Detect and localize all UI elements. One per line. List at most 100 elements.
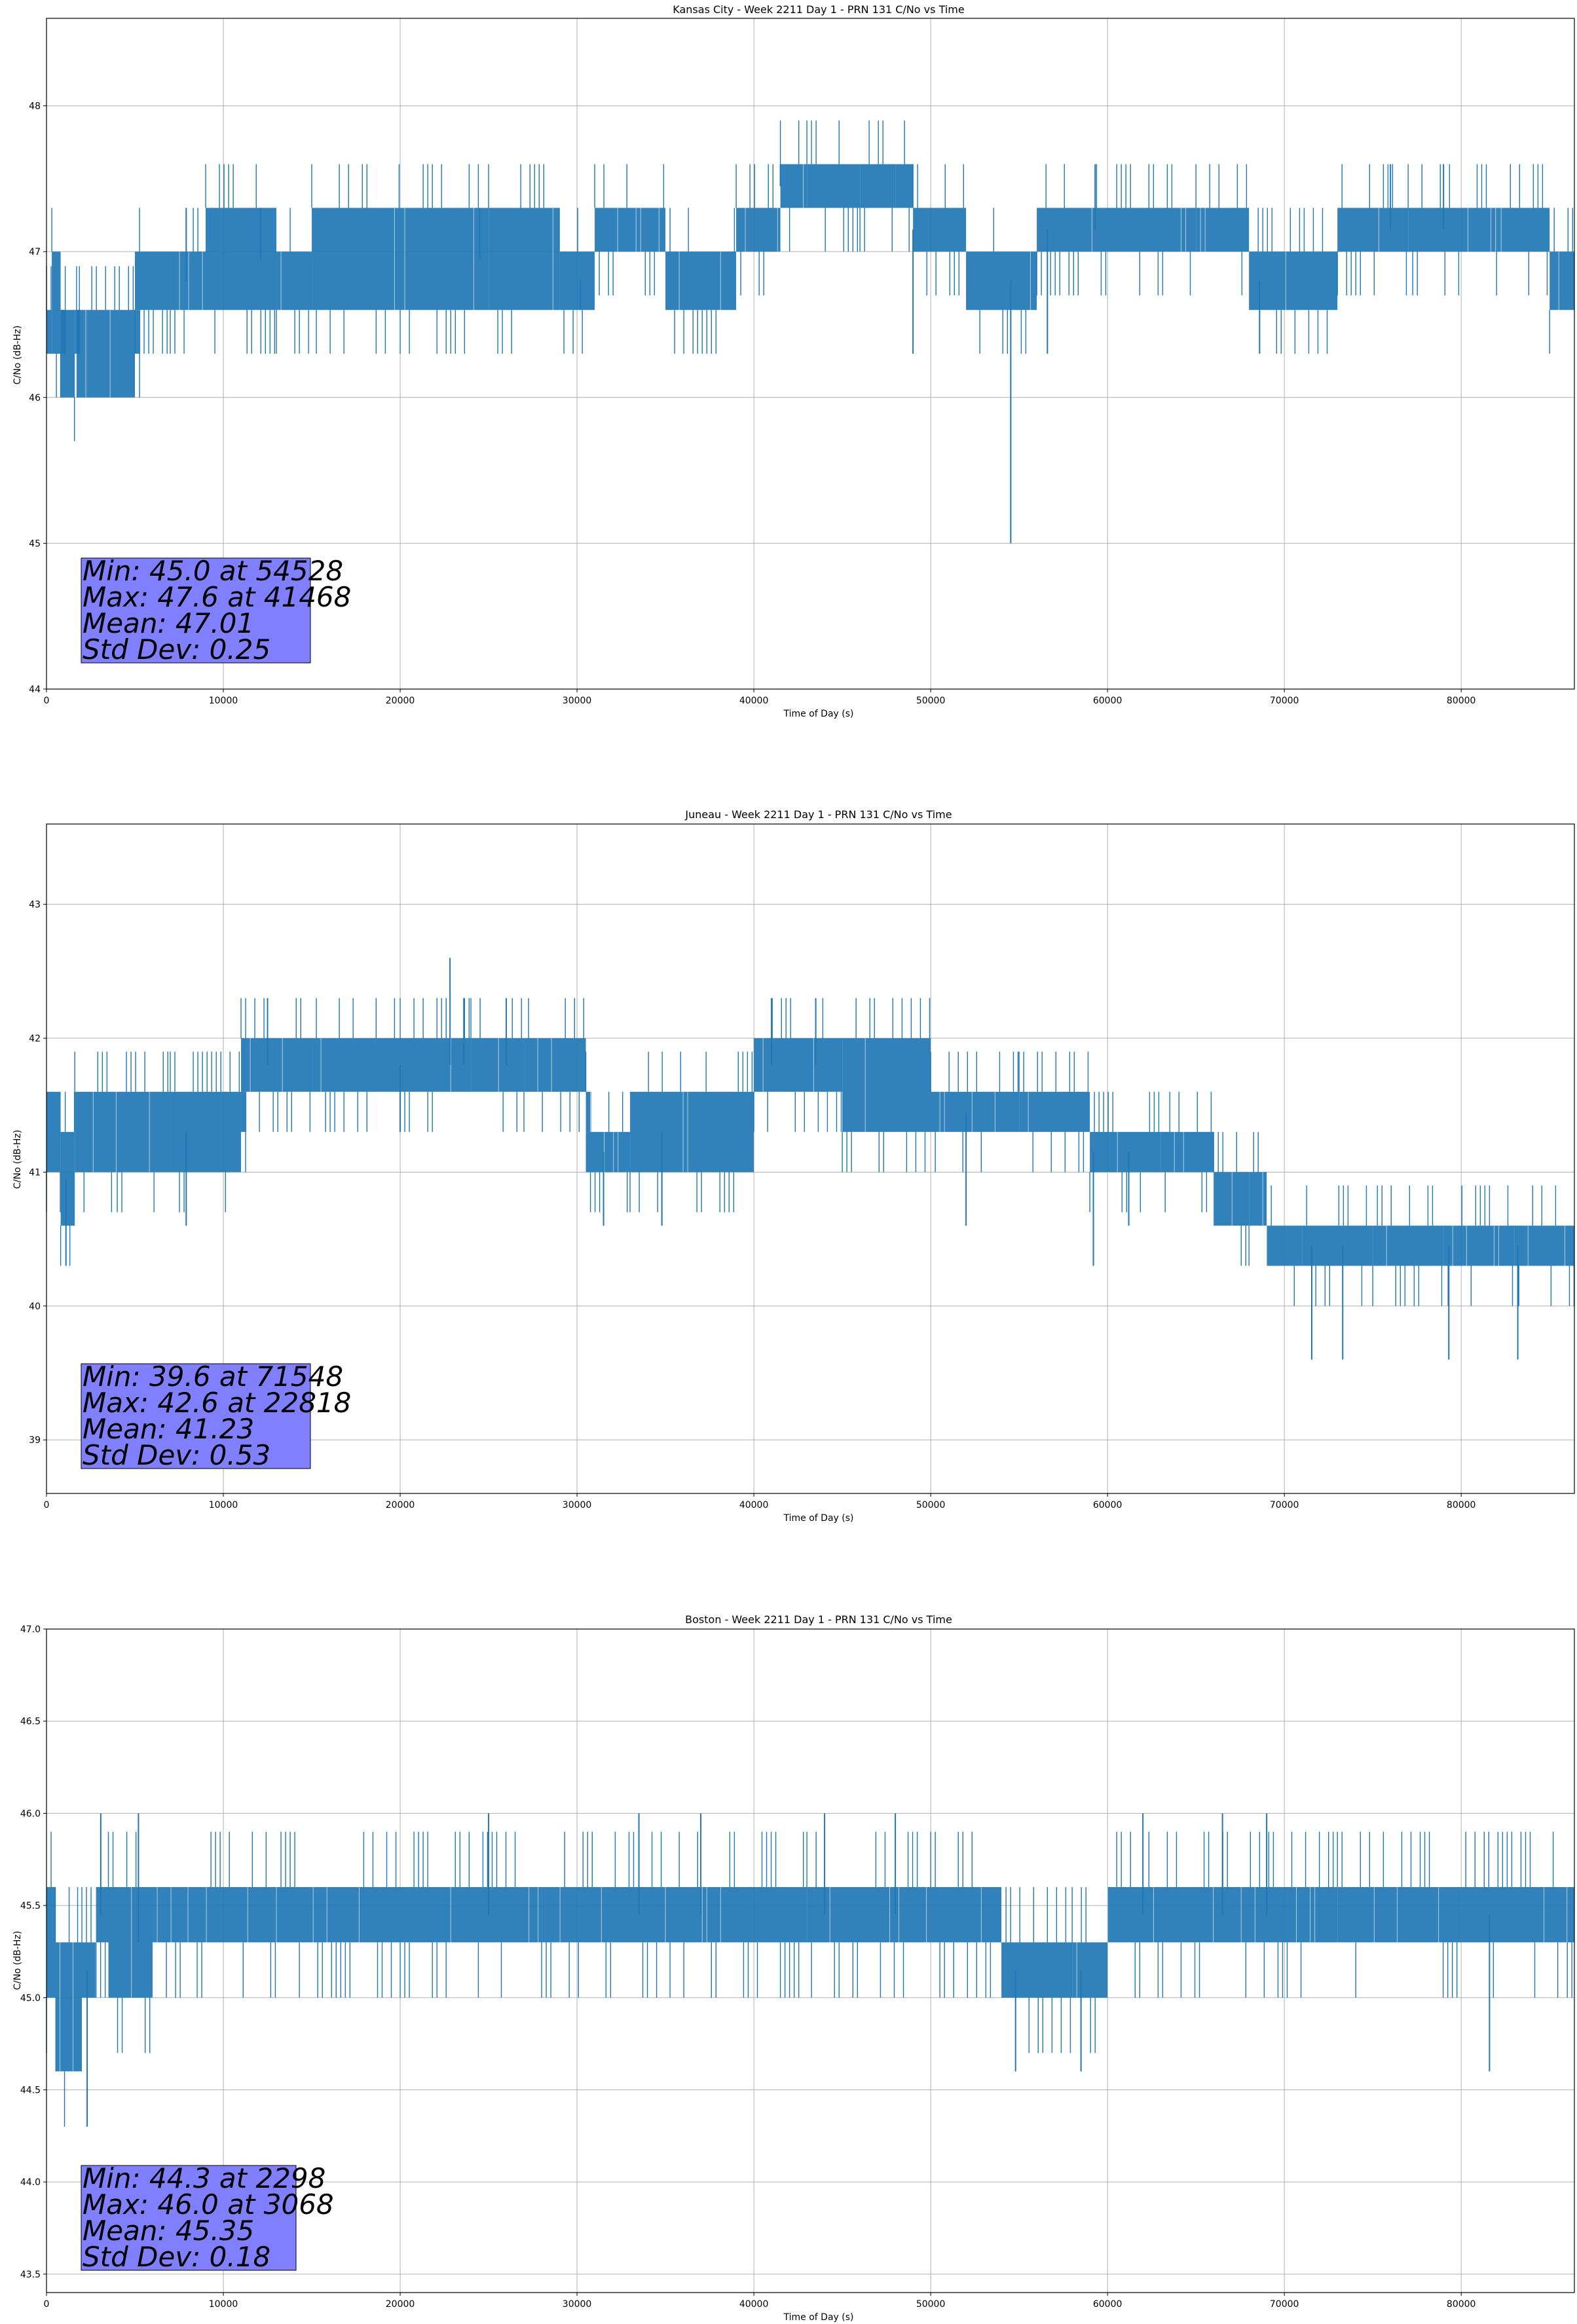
stats-box: Min: 45.0 at 54528 Max: 47.6 at 41468 Me… xyxy=(81,555,351,665)
series-band xyxy=(241,1091,247,1133)
series-band xyxy=(683,1091,754,1172)
y-tick-label: 42 xyxy=(29,1034,41,1044)
y-tick-label: 44.5 xyxy=(20,2085,41,2095)
axes-frame xyxy=(46,823,1575,1494)
series-band xyxy=(1107,208,1197,252)
x-tick-label: 20000 xyxy=(386,2299,415,2310)
series-band xyxy=(87,310,136,398)
series-band xyxy=(135,252,171,310)
series-band xyxy=(1461,1886,1568,1943)
series-band xyxy=(135,310,141,354)
series-band xyxy=(1249,1172,1267,1226)
series-band xyxy=(55,1942,73,2072)
series-band xyxy=(117,1091,171,1172)
x-tick-label: 50000 xyxy=(916,1500,946,1510)
y-tick-label: 44 xyxy=(29,684,41,695)
series-band xyxy=(1337,208,1409,252)
x-tick-label: 40000 xyxy=(739,1500,769,1510)
series-band xyxy=(1337,1886,1462,1943)
stat-max: Max: 46.0 at 3068 xyxy=(83,2188,334,2221)
series-band xyxy=(1302,1226,1373,1266)
chart-juneau: Juneau - Week 2211 Day 1 - PRN 131 C/No … xyxy=(12,808,1575,1524)
series-band xyxy=(966,252,1037,310)
y-axis-label: C/No (dB-Hz) xyxy=(12,326,23,384)
y-tick-label: 47.0 xyxy=(20,1624,41,1635)
y-axis-label: C/No (dB-Hz) xyxy=(12,1931,23,1990)
series-band xyxy=(1072,1942,1108,1998)
series-band xyxy=(665,1886,807,1943)
series-band xyxy=(665,252,737,310)
axes-frame xyxy=(46,1628,1575,2293)
series-band xyxy=(170,252,206,310)
stat-mean: Mean: 45.35 xyxy=(83,2215,254,2247)
series-band xyxy=(913,208,967,252)
stat-max: Max: 42.6 at 22818 xyxy=(83,1387,351,1419)
series-band xyxy=(312,1038,401,1092)
series-band xyxy=(807,1886,931,1943)
series-band xyxy=(400,208,489,310)
x-tick-label: 70000 xyxy=(1270,2299,1299,2310)
series-band xyxy=(1214,1172,1250,1226)
series-band xyxy=(46,1091,61,1172)
series-band xyxy=(82,1942,96,1998)
series-band xyxy=(400,1038,472,1092)
y-tick-label: 48 xyxy=(29,102,41,112)
stat-min: Min: 45.0 at 54528 xyxy=(83,555,343,587)
series-band xyxy=(860,164,896,208)
stats-box: Min: 39.6 at 71548 Max: 42.6 at 22818 Me… xyxy=(81,1360,351,1471)
plot-area: 0 10000 20000 30000 40000 50000 60000 70000 8000… xyxy=(29,18,1575,706)
x-tick-label: 30000 xyxy=(563,1500,592,1510)
x-tick-label: 30000 xyxy=(563,2299,592,2310)
x-tick-label: 0 xyxy=(44,2299,50,2310)
y-tick-label: 43.5 xyxy=(20,2270,41,2280)
x-axis-label: Time of Day (s) xyxy=(783,1513,854,1524)
series-band xyxy=(754,1038,843,1092)
series-band xyxy=(75,1091,118,1172)
series-band xyxy=(542,1886,666,1943)
stats-background xyxy=(81,1363,311,1469)
series-band xyxy=(780,164,807,208)
stat-mean: Mean: 41.23 xyxy=(83,1413,254,1445)
series-band xyxy=(276,1886,401,1943)
series-band xyxy=(585,1091,591,1133)
series-band xyxy=(807,164,861,208)
plot-area: 0 10000 20000 30000 40000 50000 60000 70000 8000… xyxy=(20,1624,1575,2310)
series-band xyxy=(1019,1091,1090,1133)
y-axis-label: C/No (dB-Hz) xyxy=(12,1130,23,1189)
series-band xyxy=(931,1886,1002,1943)
series-band xyxy=(1214,1886,1338,1943)
series-band xyxy=(736,208,781,252)
series-band xyxy=(60,310,75,398)
series-band xyxy=(312,208,401,310)
x-axis-label: Time of Day (s) xyxy=(783,2312,854,2323)
series-band xyxy=(1001,1942,1073,1998)
stats-background xyxy=(81,2165,297,2271)
series-band xyxy=(153,1886,189,1943)
series-band xyxy=(1196,208,1250,252)
plot-area: 0 10000 20000 30000 40000 50000 60000 70000 8000… xyxy=(29,823,1575,1510)
y-tick-label: 44.0 xyxy=(20,2177,41,2188)
y-tick-label: 45.5 xyxy=(20,1901,41,1911)
x-tick-label: 10000 xyxy=(209,2299,238,2310)
y-tick-label: 41 xyxy=(29,1167,41,1178)
x-tick-label: 10000 xyxy=(209,1500,238,1510)
series-band xyxy=(931,1091,1020,1133)
series-band xyxy=(46,1886,56,1998)
series-band xyxy=(1373,1226,1444,1266)
series-band xyxy=(73,1942,83,2072)
series-band xyxy=(76,310,88,398)
series-band xyxy=(895,164,914,208)
series-band xyxy=(52,252,61,354)
stat-std-dev: Std Dev: 0.25 xyxy=(83,633,270,665)
y-tick-label: 46.0 xyxy=(20,1809,41,1819)
series-band xyxy=(1514,1226,1574,1266)
series-band xyxy=(206,208,277,310)
y-tick-label: 39 xyxy=(29,1435,41,1446)
chart-kansas-city: Kansas City - Week 2211 Day 1 - PRN 131 … xyxy=(12,3,1575,719)
y-tick-label: 46 xyxy=(29,393,41,403)
series-band xyxy=(595,208,666,252)
x-tick-label: 10000 xyxy=(209,696,238,706)
series-band xyxy=(1549,252,1574,310)
series-band xyxy=(1496,208,1550,252)
y-tick-label: 43 xyxy=(29,900,41,910)
